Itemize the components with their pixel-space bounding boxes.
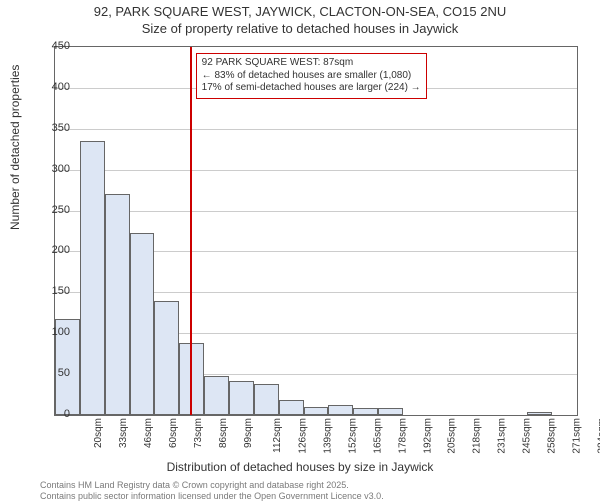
histogram-bar xyxy=(254,384,279,415)
xtick-label: 20sqm xyxy=(93,418,104,448)
annotation-line1: 92 PARK SQUARE WEST: 87sqm xyxy=(202,57,421,70)
footer-line2: Contains public sector information licen… xyxy=(40,491,384,502)
ytick-label: 0 xyxy=(40,408,70,420)
footer-line1: Contains HM Land Registry data © Crown c… xyxy=(40,480,384,491)
xtick-label: 33sqm xyxy=(118,418,129,448)
histogram-bar xyxy=(204,376,229,415)
histogram-bar xyxy=(328,405,353,415)
histogram-bar xyxy=(105,194,130,415)
ytick-label: 200 xyxy=(40,244,70,256)
title-line1: 92, PARK SQUARE WEST, JAYWICK, CLACTON-O… xyxy=(0,4,600,19)
xtick-label: 165sqm xyxy=(372,418,383,454)
xtick-label: 86sqm xyxy=(218,418,229,448)
x-axis-label: Distribution of detached houses by size … xyxy=(0,460,600,474)
gridline xyxy=(55,170,577,171)
title-line2: Size of property relative to detached ho… xyxy=(0,21,600,36)
xtick-label: 271sqm xyxy=(571,418,582,454)
xtick-label: 99sqm xyxy=(243,418,254,448)
ytick-label: 400 xyxy=(40,81,70,93)
histogram-bar xyxy=(353,408,378,415)
annotation-line2: ← 83% of detached houses are smaller (1,… xyxy=(202,70,421,83)
xtick-label: 205sqm xyxy=(447,418,458,454)
ytick-label: 350 xyxy=(40,122,70,134)
gridline xyxy=(55,129,577,130)
ytick-label: 250 xyxy=(40,204,70,216)
xtick-label: 60sqm xyxy=(168,418,179,448)
property-marker-line xyxy=(190,47,192,415)
ytick-label: 150 xyxy=(40,285,70,297)
xtick-label: 139sqm xyxy=(323,418,334,454)
xtick-label: 46sqm xyxy=(143,418,154,448)
ytick-label: 100 xyxy=(40,326,70,338)
chart-plot-area: 92 PARK SQUARE WEST: 87sqm ← 83% of deta… xyxy=(54,46,578,416)
xtick-label: 284sqm xyxy=(596,418,600,454)
xtick-label: 218sqm xyxy=(472,418,483,454)
ytick-label: 450 xyxy=(40,40,70,52)
xtick-label: 73sqm xyxy=(193,418,204,448)
xtick-label: 245sqm xyxy=(522,418,533,454)
histogram-bar xyxy=(279,400,304,415)
histogram-bar xyxy=(80,141,105,415)
annotation-line3: 17% of semi-detached houses are larger (… xyxy=(202,82,421,95)
histogram-bar xyxy=(154,301,179,415)
footer-attribution: Contains HM Land Registry data © Crown c… xyxy=(40,480,384,502)
histogram-bar xyxy=(229,381,254,415)
xtick-label: 192sqm xyxy=(422,418,433,454)
histogram-bar xyxy=(130,233,155,415)
xtick-label: 258sqm xyxy=(546,418,557,454)
xtick-label: 231sqm xyxy=(497,418,508,454)
gridline xyxy=(55,211,577,212)
histogram-bar xyxy=(527,412,552,415)
xtick-label: 178sqm xyxy=(397,418,408,454)
ytick-label: 50 xyxy=(40,367,70,379)
xtick-label: 112sqm xyxy=(272,418,283,453)
histogram-bar xyxy=(304,407,329,415)
histogram-bar xyxy=(378,408,403,415)
histogram-bar xyxy=(179,343,204,415)
xtick-label: 152sqm xyxy=(348,418,359,454)
y-axis-label: Number of detached properties xyxy=(8,65,22,230)
xtick-label: 126sqm xyxy=(298,418,309,454)
annotation-box: 92 PARK SQUARE WEST: 87sqm ← 83% of deta… xyxy=(196,53,427,99)
ytick-label: 300 xyxy=(40,163,70,175)
